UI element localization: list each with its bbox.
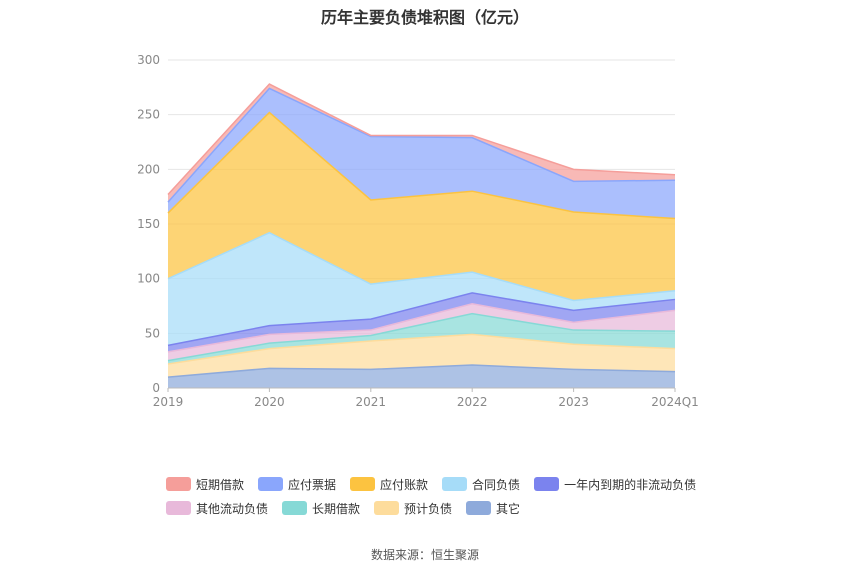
- legend-item[interactable]: 合同负债: [442, 476, 520, 493]
- chart-plot: 0 50 100 150 200 250 300 2019 2020 2021 2022 2023 20…: [137, 53, 699, 409]
- legend-label: 应付票据: [288, 477, 337, 492]
- legend-swatch: [350, 477, 376, 491]
- line-短期借款: [167, 83, 676, 195]
- legend-item[interactable]: 应付账款: [350, 476, 428, 493]
- line-应付票据: [167, 87, 676, 203]
- legend-label: 应付账款: [380, 477, 429, 492]
- line-预计负债: [167, 333, 676, 365]
- legend: 短期借款 应付票据 应付账款 合同负债 一年内到期的非流动负债其他流动负债 长期借款 预计负…: [166, 472, 726, 520]
- legend-item[interactable]: 其他流动负债: [166, 500, 268, 517]
- legend-item[interactable]: 应付票据: [258, 476, 336, 493]
- line-长期借款: [167, 312, 676, 362]
- area-应付账款: [168, 112, 675, 301]
- line-一年内到期的非流动负债: [167, 292, 676, 347]
- legend-item[interactable]: 预计负债: [374, 500, 452, 517]
- y-tick-label: 250: [137, 108, 160, 122]
- chart-title: 历年主要负债堆积图（亿元）: [320, 8, 529, 27]
- line-合同负债: [167, 231, 676, 302]
- area-应付票据: [168, 88, 675, 219]
- area-合同负债: [168, 232, 675, 346]
- legend-swatch: [466, 501, 492, 515]
- legend-swatch: [282, 501, 308, 515]
- y-tick-label: 0: [152, 381, 160, 395]
- x-tick-label: 2024Q1: [651, 395, 699, 409]
- x-tick-label: 2019: [153, 395, 184, 409]
- x-tick-label: 2020: [254, 395, 285, 409]
- legend-label: 一年内到期的非流动负债: [564, 477, 697, 492]
- legend-item[interactable]: 长期借款: [282, 500, 360, 517]
- legend-swatch: [442, 477, 468, 491]
- legend-label: 其他流动负债: [196, 501, 269, 516]
- y-tick-label: 100: [137, 272, 160, 286]
- axes: 0 50 100 150 200 250 300 2019 2020 2021 2022 2023 20…: [137, 53, 699, 409]
- x-tick-label: 2021: [356, 395, 387, 409]
- legend-swatch: [166, 477, 191, 491]
- y-tick-label: 150: [137, 217, 160, 231]
- legend-row: 其他流动负债 长期借款 预计负债 其它: [166, 496, 726, 520]
- x-tick-label: 2023: [558, 395, 589, 409]
- legend-swatch: [166, 501, 191, 515]
- area-一年内到期的非流动负债: [168, 292, 675, 352]
- series-lines: [167, 83, 676, 378]
- legend-label: 预计负债: [404, 501, 453, 516]
- area-预计负债: [168, 334, 675, 378]
- source-note: 数据来源：恒生聚源: [370, 548, 479, 562]
- x-tick-label: 2022: [457, 395, 488, 409]
- legend-label: 其它: [496, 501, 521, 516]
- y-tick-label: 300: [137, 53, 160, 67]
- legend-item[interactable]: 一年内到期的非流动负债: [534, 476, 696, 493]
- legend-label: 长期借款: [312, 501, 361, 516]
- area-其它: [168, 365, 675, 388]
- y-tick-label: 50: [145, 326, 160, 340]
- line-其它: [167, 364, 676, 378]
- legend-swatch: [258, 477, 284, 491]
- stacked-areas: [168, 84, 675, 388]
- y-tick-label: 200: [137, 162, 160, 176]
- legend-row: 短期借款 应付票据 应付账款 合同负债 一年内到期的非流动负债: [166, 472, 726, 496]
- line-应付账款: [167, 111, 676, 220]
- legend-label: 短期借款: [196, 477, 245, 492]
- legend-swatch: [374, 501, 400, 515]
- line-其他流动负债: [167, 303, 676, 353]
- legend-swatch: [534, 477, 560, 491]
- legend-label: 合同负债: [472, 477, 521, 492]
- legend-item[interactable]: 其它: [466, 500, 520, 517]
- legend-item[interactable]: 短期借款: [166, 476, 244, 493]
